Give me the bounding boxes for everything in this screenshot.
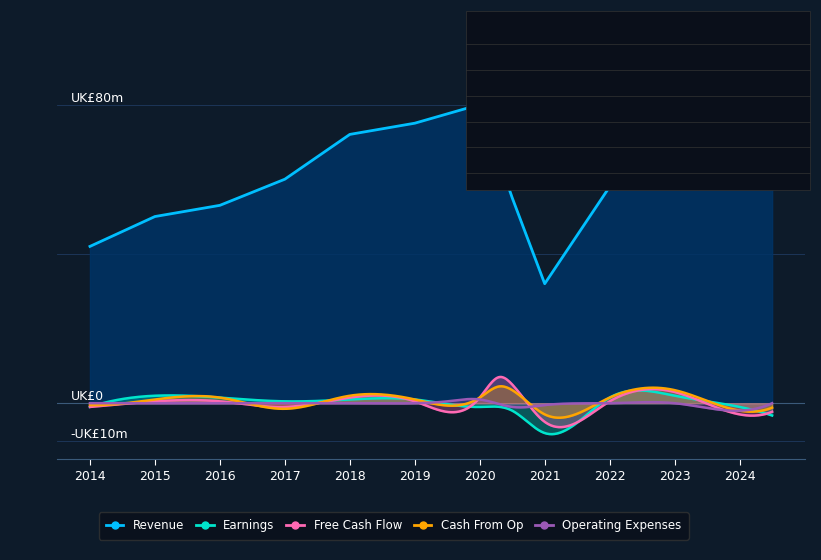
Text: Free Cash Flow: Free Cash Flow: [474, 125, 562, 138]
Text: -UK£3.312m /yr: -UK£3.312m /yr: [609, 74, 702, 87]
Text: UK£68.040m /yr: UK£68.040m /yr: [609, 48, 705, 61]
Text: Cash From Op: Cash From Op: [474, 151, 556, 164]
Text: Operating Expenses: Operating Expenses: [474, 177, 593, 190]
Text: Revenue: Revenue: [474, 48, 525, 61]
Text: UK£0: UK£0: [71, 390, 103, 403]
Text: -UK£2.294m /yr: -UK£2.294m /yr: [609, 125, 702, 138]
Text: UK£80m: UK£80m: [71, 91, 124, 105]
Text: -UK£1.247m /yr: -UK£1.247m /yr: [609, 151, 702, 164]
Text: -UK£10m: -UK£10m: [71, 427, 128, 441]
Text: -4.9% profit margin: -4.9% profit margin: [609, 100, 724, 113]
Text: Jun 30 2024: Jun 30 2024: [474, 22, 562, 35]
Text: Earnings: Earnings: [474, 74, 525, 87]
Legend: Revenue, Earnings, Free Cash Flow, Cash From Op, Operating Expenses: Revenue, Earnings, Free Cash Flow, Cash …: [99, 512, 689, 539]
Text: No data: No data: [609, 177, 655, 190]
